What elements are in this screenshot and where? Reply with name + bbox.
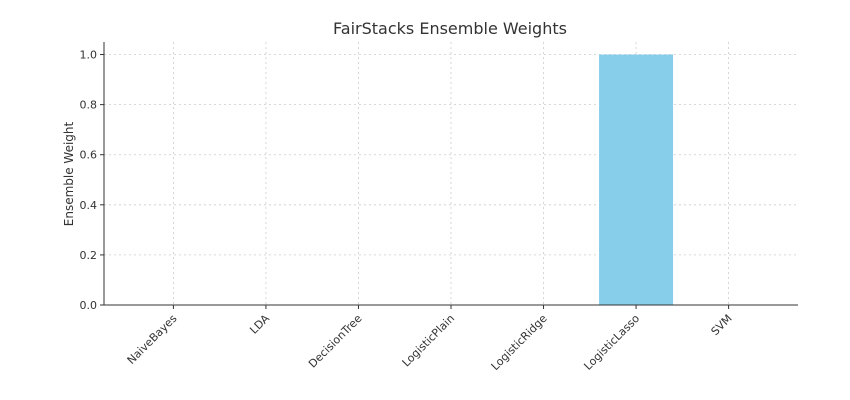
bar-logisticlasso (599, 54, 674, 306)
x-ticks: NaiveBayes LDA DecisionTree LogisticPlain Lo… (125, 305, 735, 373)
x-tick-label: LogisticRidge (489, 312, 550, 373)
x-tick-label: DecisionTree (306, 312, 365, 371)
y-tick-label: 0.4 (80, 199, 98, 212)
x-tick-label: NaiveBayes (125, 312, 180, 367)
y-tick-label: 1.0 (80, 49, 98, 62)
chart-title: FairStacks Ensemble Weights (333, 19, 567, 38)
x-tick-label: LogisticLasso (581, 312, 642, 373)
x-tick-label: SVM (709, 312, 735, 338)
y-tick-label: 0.2 (80, 249, 98, 262)
y-ticks: 0.0 0.2 0.4 0.6 0.8 1.0 (80, 49, 104, 312)
bars (599, 54, 674, 306)
y-tick-label: 0.8 (80, 99, 98, 112)
y-tick-label: 0.0 (80, 299, 98, 312)
y-axis-label: Ensemble Weight (62, 121, 76, 226)
x-tick-label: LDA (247, 312, 272, 337)
y-tick-label: 0.6 (80, 149, 98, 162)
x-tick-label: LogisticPlain (400, 312, 458, 370)
grid-lines (104, 42, 798, 306)
